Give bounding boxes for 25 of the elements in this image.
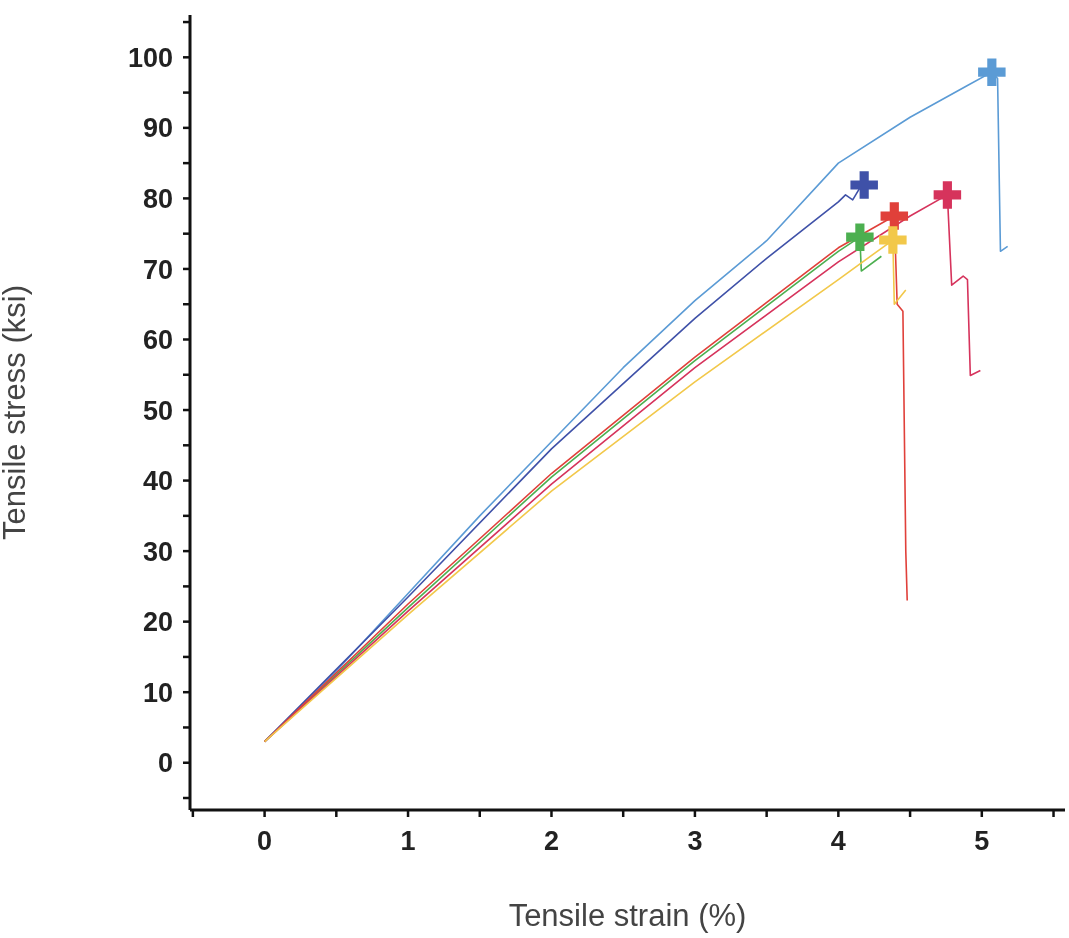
y-tick-label: 30 — [142, 536, 173, 567]
point — [978, 58, 1006, 86]
y-tick-label: 90 — [142, 113, 173, 144]
point — [880, 202, 909, 230]
point — [879, 226, 907, 254]
point — [846, 223, 874, 251]
x-axis-title: Tensile strain (%) — [508, 898, 747, 933]
y-tick-label: 60 — [142, 325, 173, 356]
y-tick-label: 0 — [157, 748, 173, 779]
y-tick-label: 80 — [142, 183, 173, 214]
y-tick-label: 40 — [142, 466, 173, 497]
point — [850, 171, 878, 199]
x-tick-label: 3 — [687, 826, 703, 857]
x-tick-label: 1 — [400, 826, 416, 857]
y-tick-label: 10 — [142, 677, 173, 708]
x-tick-label: 2 — [543, 826, 559, 857]
y-tick-label: 20 — [142, 607, 173, 638]
y-tick-label: 70 — [142, 254, 173, 285]
x-tick-label: 0 — [257, 826, 273, 857]
point — [933, 181, 962, 209]
x-tick-label: 5 — [974, 826, 990, 857]
y-axis-title: Tensile stress (ksi) — [0, 285, 33, 540]
y-tick-label: 50 — [142, 395, 173, 426]
x-tick-label: 4 — [830, 826, 846, 857]
y-tick-label: 100 — [127, 42, 173, 73]
